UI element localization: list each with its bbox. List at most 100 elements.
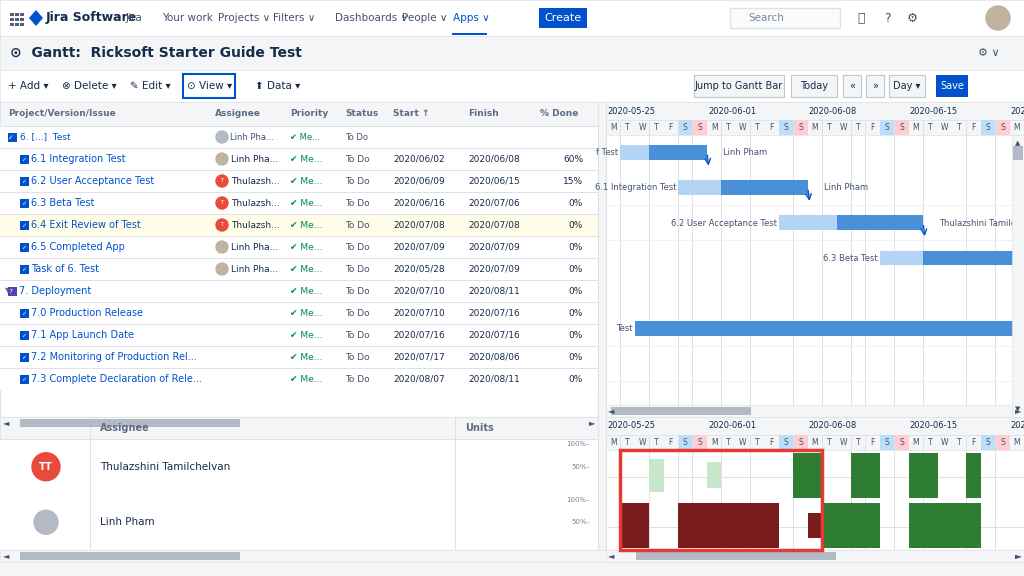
Bar [0,192,598,214]
Text: 6.2 User Acceptance Test: 6.2 User Acceptance Test [31,176,155,186]
Text: T: T [928,123,933,132]
Text: T: T [755,123,760,132]
Bar [10,17,13,21]
Bar [20,17,24,21]
Polygon shape [29,10,43,26]
Text: Jira: Jira [126,13,142,23]
Text: F: F [972,123,976,132]
Bar [606,102,1024,120]
Circle shape [216,263,228,275]
Text: F: F [770,438,774,447]
Text: T: T [956,123,962,132]
Text: 2020/07/09: 2020/07/09 [468,264,520,274]
Bar [779,450,794,550]
Bar [20,199,29,208]
Text: T: T [220,200,223,206]
Text: ⚙ ∨: ⚙ ∨ [978,48,1000,58]
Text: 2020/07/09: 2020/07/09 [393,242,444,252]
Text: Linh Pha...: Linh Pha... [231,154,279,164]
Text: F: F [669,123,673,132]
Text: To Do: To Do [345,331,370,339]
Text: ✓: ✓ [22,333,27,338]
Bar [794,455,822,495]
Bar [794,435,808,450]
Bar [894,135,908,417]
Text: f Test: f Test [596,148,618,157]
Bar [0,346,598,368]
Bar [10,13,13,16]
Circle shape [34,510,58,535]
Circle shape [216,197,228,209]
Text: 2020/06/09: 2020/06/09 [393,176,444,185]
Bar [0,368,598,390]
Bar [1012,135,1024,417]
Bar [20,22,24,26]
Text: W: W [941,438,948,447]
Text: To Do: To Do [345,176,370,185]
Text: 2020/08/07: 2020/08/07 [393,374,444,384]
Bar [20,552,240,560]
Text: 60%: 60% [563,154,583,164]
Text: S: S [1000,123,1005,132]
Text: 7: 7 [8,289,12,294]
Bar [908,502,981,548]
Bar [779,435,794,450]
Bar [0,417,598,429]
Text: 2020/07/09: 2020/07/09 [468,242,520,252]
Bar [791,75,837,97]
Text: ✔ Me...: ✔ Me... [290,264,323,274]
Bar [843,75,861,97]
Text: Linh Pha...: Linh Pha... [230,132,273,142]
Text: Thulazshini Tamilchelvan: Thulazshini Tamilchelvan [100,462,230,472]
Text: 2020/06/15: 2020/06/15 [468,176,520,185]
Text: S: S [899,438,904,447]
Bar [995,120,1010,135]
Text: ✓: ✓ [22,157,27,162]
Bar [0,214,598,236]
Text: 2020-06-15: 2020-06-15 [909,107,957,116]
Bar [692,135,707,417]
Bar [649,145,707,160]
Bar [0,102,598,417]
Bar [0,302,598,324]
Bar [20,353,29,362]
Bar [894,450,908,550]
Text: ✔ Me...: ✔ Me... [290,176,323,185]
Text: Create: Create [545,13,582,23]
Text: ▼: ▼ [1016,406,1021,412]
Bar [837,215,923,230]
Bar [15,17,18,21]
Text: 6. [...]  Test: 6. [...] Test [20,132,71,142]
Text: 2020/07/10: 2020/07/10 [393,309,444,317]
Bar [779,120,794,135]
Bar [8,287,17,296]
Text: 2020/07/08: 2020/07/08 [468,221,520,229]
Text: Finish: Finish [468,109,499,119]
Text: Save: Save [940,81,964,91]
Bar [981,435,995,450]
Text: T: T [856,123,860,132]
Text: To Do: To Do [345,132,368,142]
Text: ✔ Me...: ✔ Me... [290,132,319,142]
Text: Today: Today [800,81,828,91]
Text: T: T [626,123,630,132]
Text: 2020/07/17: 2020/07/17 [393,353,444,362]
Bar [606,405,1024,417]
Bar [621,145,707,160]
Bar [923,251,1024,266]
Text: ►: ► [589,419,595,427]
Bar [908,453,938,498]
Bar [880,435,894,450]
Bar [20,265,29,274]
Bar [995,435,1010,450]
Bar [15,13,18,16]
Circle shape [216,219,228,231]
Text: 0%: 0% [568,331,583,339]
Bar [0,280,598,302]
Bar [20,331,29,340]
Text: 0%: 0% [568,286,583,295]
Text: W: W [638,438,646,447]
Bar [0,550,1024,562]
Text: T: T [726,123,731,132]
Text: 100%–: 100%– [566,497,590,502]
